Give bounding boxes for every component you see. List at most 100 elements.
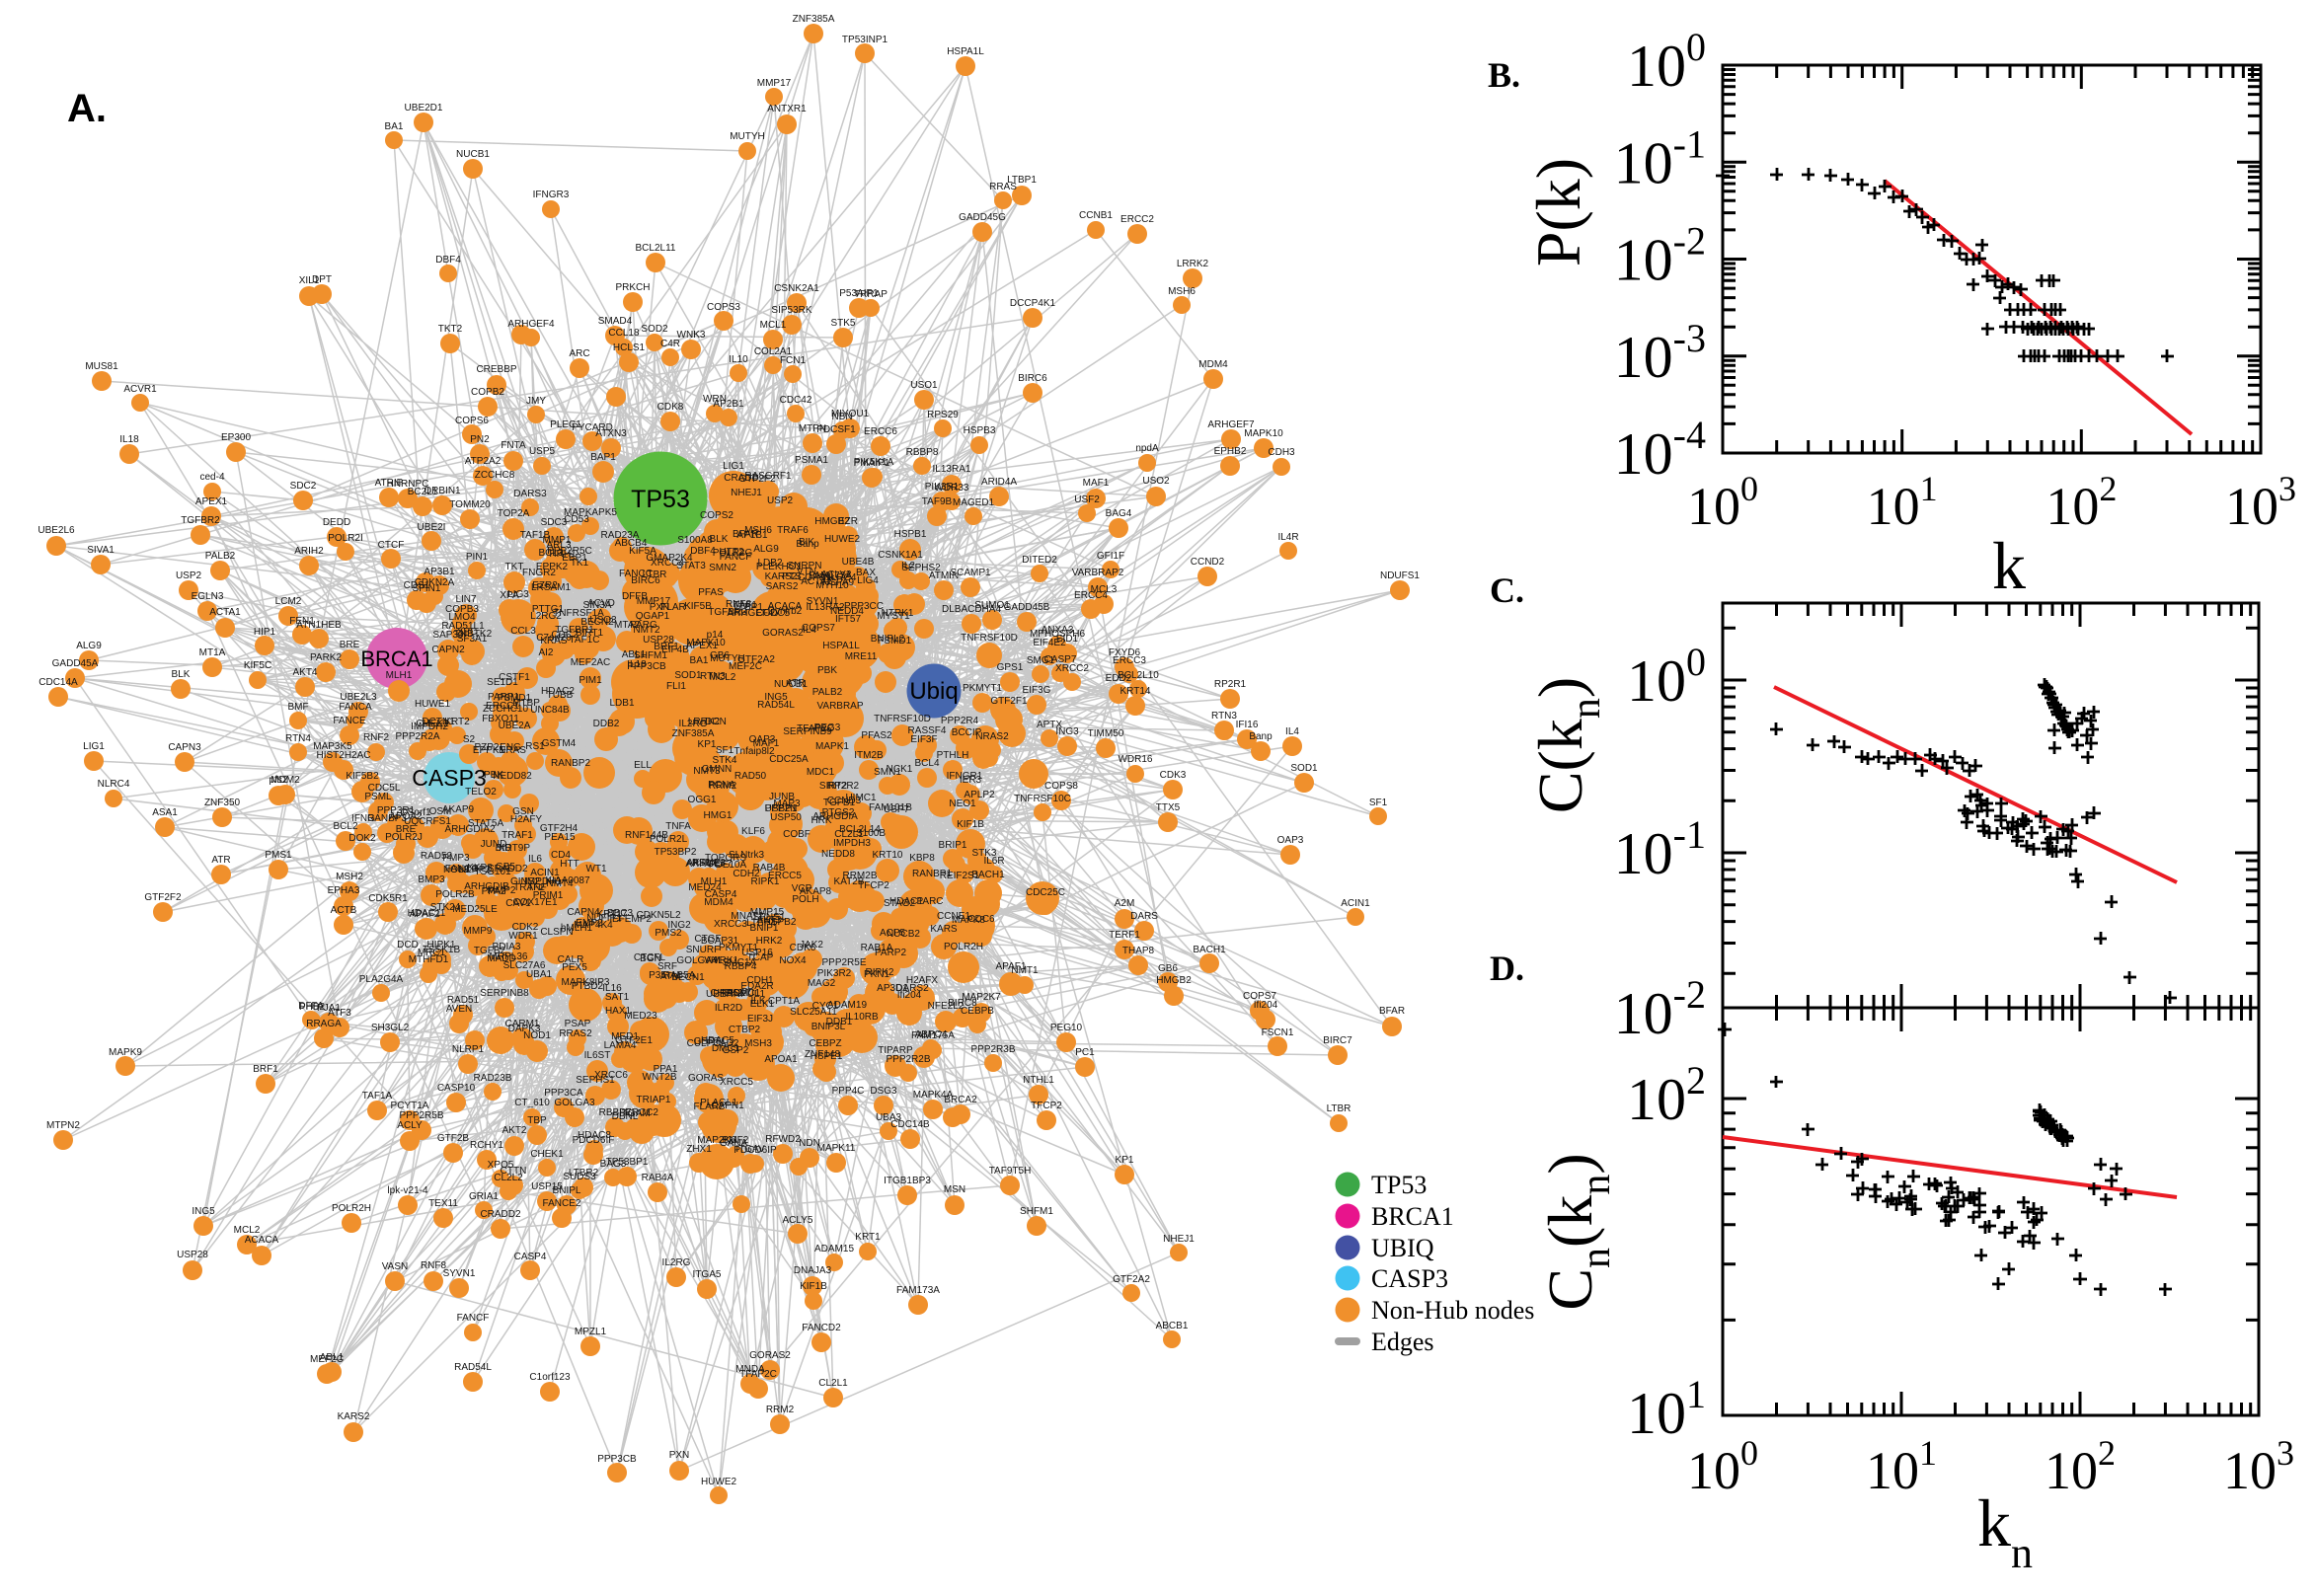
svg-text:SAT1: SAT1: [605, 992, 630, 1003]
svg-text:KRAS: KRAS: [540, 636, 568, 646]
svg-text:DNAJA3: DNAJA3: [794, 1265, 832, 1276]
svg-text:P53AIP1: P53AIP1: [839, 288, 879, 299]
svg-text:CASP4: CASP4: [705, 889, 737, 900]
svg-text:XPO5: XPO5: [488, 1160, 514, 1171]
svg-text:ERCC2: ERCC2: [625, 1107, 658, 1118]
svg-text:VARBRAP: VARBRAP: [816, 701, 863, 712]
svg-text:TRAF1: TRAF1: [502, 830, 533, 841]
svg-text:BIK: BIK: [799, 537, 814, 548]
svg-text:FLAR: FLAR: [660, 602, 686, 613]
svg-text:CAPN3: CAPN3: [168, 742, 201, 753]
svg-text:NMT3: NMT3: [693, 766, 721, 777]
svg-text:GTF2H4: GTF2H4: [540, 823, 579, 834]
svg-text:BCCIP: BCCIP: [952, 727, 982, 738]
svg-text:RBBP7: RBBP7: [599, 1107, 632, 1118]
svg-text:EID1: EID1: [1056, 634, 1079, 645]
svg-text:RTN3: RTN3: [700, 671, 726, 682]
svg-text:ZNF148: ZNF148: [805, 1049, 841, 1060]
svg-text:TKT: TKT: [505, 562, 524, 572]
svg-text:CASP4: CASP4: [514, 1252, 547, 1262]
svg-text:COX17E1: COX17E1: [512, 897, 557, 908]
svg-text:S100A8: S100A8: [677, 535, 713, 546]
svg-text:PDE10A: PDE10A: [709, 860, 747, 871]
svg-text:WDR16: WDR16: [1118, 754, 1152, 765]
svg-text:CCND3: CCND3: [827, 796, 862, 806]
svg-text:DPT: DPT: [312, 274, 332, 285]
svg-text:RRAS2: RRAS2: [559, 1028, 592, 1039]
svg-text:CT_610: CT_610: [514, 1098, 550, 1108]
svg-text:SIRT1: SIRT1: [576, 628, 604, 639]
svg-text:PKMYT1: PKMYT1: [719, 943, 758, 953]
svg-text:ABL1: ABL1: [320, 1352, 345, 1363]
svg-text:RAD17: RAD17: [720, 988, 752, 999]
svg-text:BRE: BRE: [340, 640, 360, 650]
svg-text:CAPN2: CAPN2: [431, 645, 465, 655]
svg-text:TAF9B: TAF9B: [922, 496, 953, 507]
svg-text:SLNtrk3: SLNtrk3: [729, 850, 765, 861]
svg-text:ACLY5: ACLY5: [783, 1215, 813, 1226]
svg-text:ACTA1: ACTA1: [801, 576, 832, 587]
svg-text:IL10RB: IL10RB: [845, 1012, 879, 1023]
svg-text:BFAR: BFAR: [733, 529, 758, 540]
svg-text:MAP3K5: MAP3K5: [313, 741, 352, 752]
svg-text:BIRC7: BIRC7: [1323, 1035, 1352, 1046]
svg-text:CDC5L: CDC5L: [368, 783, 401, 794]
svg-text:TAF1B: TAF1B: [520, 530, 551, 541]
svg-text:DBNL: DBNL: [612, 1111, 639, 1122]
svg-text:AKT4: AKT4: [292, 667, 317, 678]
svg-text:JUNB: JUNB: [769, 792, 795, 802]
svg-text:SHFM1: SHFM1: [634, 650, 667, 661]
svg-text:MUTYH: MUTYH: [730, 131, 765, 142]
svg-text:EZR: EZR: [838, 516, 858, 527]
svg-text:JAK2: JAK2: [800, 940, 823, 950]
svg-text:UQCRFS1: UQCRFS1: [404, 816, 451, 827]
svg-text:MRC1: MRC1: [418, 948, 446, 958]
svg-text:IFI16: IFI16: [1236, 720, 1259, 730]
svg-text:HUWE2: HUWE2: [701, 1477, 737, 1487]
svg-text:TKT2: TKT2: [438, 324, 463, 335]
svg-text:DMC1: DMC1: [712, 1043, 740, 1054]
svg-text:IFNGR1: IFNGR1: [947, 771, 983, 782]
svg-text:SLC27A6: SLC27A6: [503, 960, 546, 971]
svg-text:BLK: BLK: [172, 669, 191, 680]
svg-text:FAM175A: FAM175A: [911, 1030, 955, 1041]
svg-text:ACP5: ACP5: [880, 928, 906, 939]
svg-text:GRIA1: GRIA1: [469, 1191, 499, 1202]
svg-text:ARIH2: ARIH2: [294, 546, 324, 557]
svg-text:ACTB: ACTB: [331, 905, 357, 916]
svg-text:MAPK8: MAPK8: [952, 915, 985, 926]
svg-text:CHEK2: CHEK2: [416, 719, 449, 729]
svg-text:S100B: S100B: [856, 828, 886, 839]
svg-text:GSN: GSN: [512, 806, 534, 817]
svg-text:ACIN1: ACIN1: [530, 868, 560, 878]
svg-text:HRH1: HRH1: [549, 549, 577, 560]
svg-text:100: 100: [1687, 1433, 1758, 1500]
svg-text:CSNK2A1: CSNK2A1: [774, 283, 819, 294]
svg-text:POLR2I: POLR2I: [328, 533, 363, 544]
svg-text:KRT1: KRT1: [855, 1232, 881, 1243]
svg-text:ERCC4: ERCC4: [1074, 590, 1108, 601]
svg-text:AKAP9: AKAP9: [442, 804, 475, 815]
svg-text:BCL3: BCL3: [538, 548, 563, 559]
svg-text:PLAGL1: PLAGL1: [700, 1098, 737, 1108]
svg-text:CREBBP: CREBBP: [476, 364, 516, 375]
svg-text:REIF2S1: REIF2S1: [940, 871, 980, 881]
svg-text:NUCB1: NUCB1: [774, 679, 808, 690]
svg-text:MSN: MSN: [944, 1184, 965, 1195]
svg-text:RIPK1: RIPK1: [751, 876, 780, 887]
svg-text:KBP8: KBP8: [909, 853, 935, 864]
svg-text:UBE2I: UBE2I: [418, 522, 446, 533]
svg-text:MYST1: MYST1: [877, 611, 910, 622]
svg-text:GSP2: GSP2: [723, 1045, 749, 1056]
svg-text:ZNF385A: ZNF385A: [793, 14, 835, 25]
svg-text:JMY: JMY: [526, 396, 546, 407]
svg-text:PALB2: PALB2: [812, 687, 843, 698]
svg-text:SMAD4: SMAD4: [598, 316, 633, 327]
svg-text:CDC14A: CDC14A: [39, 677, 78, 688]
svg-text:PYCARD: PYCARD: [572, 422, 613, 433]
svg-text:MSH2: MSH2: [336, 872, 363, 882]
svg-text:KRT10: KRT10: [873, 850, 903, 861]
svg-text:SPNS1: SPNS1: [753, 912, 786, 923]
svg-text:PMP3: PMP3: [442, 853, 470, 864]
svg-text:BNIPL2: BNIPL2: [871, 634, 905, 645]
